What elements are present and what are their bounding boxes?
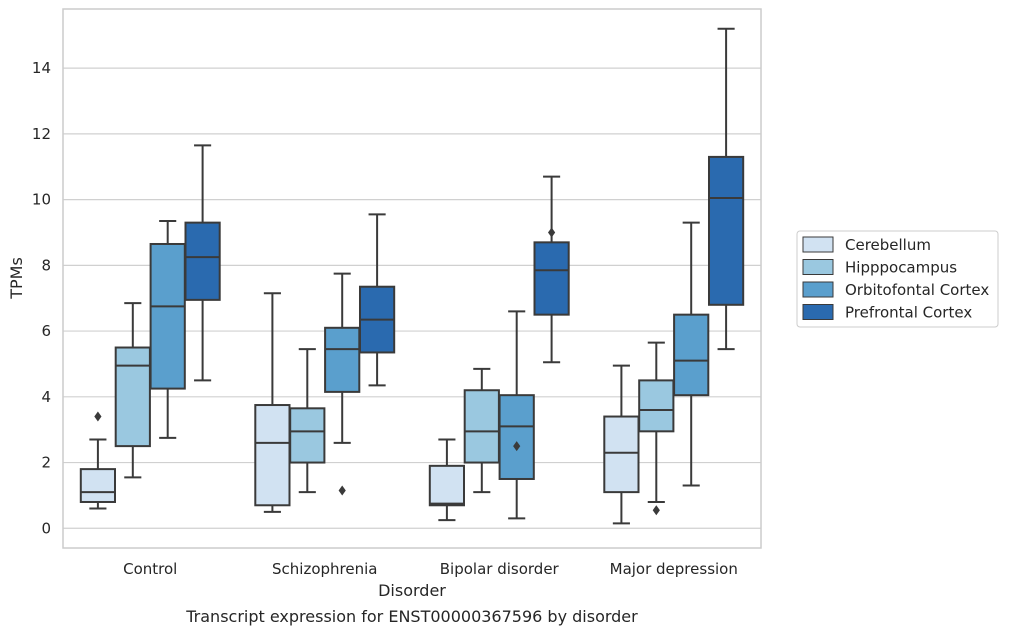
legend-swatch: [802, 259, 834, 275]
box: [498, 394, 535, 480]
box: [638, 379, 675, 433]
legend: Cerebellum Hipppocampus Orbitofontal Corte…: [796, 230, 999, 328]
y-tick-label: 10: [32, 191, 51, 209]
box-plot: [79, 411, 117, 510]
box-plot: [638, 341, 675, 516]
box: [463, 389, 500, 464]
outlier-point: [548, 227, 556, 238]
x-tick-label: Bipolar disorder: [440, 560, 560, 578]
box-plot: [184, 144, 221, 382]
outlier-point: [513, 441, 521, 452]
box-plot: [254, 292, 291, 513]
box: [673, 313, 710, 397]
outlier-point: [94, 411, 102, 422]
legend-swatch: [802, 304, 834, 320]
legend-label: Cerebellum: [845, 236, 931, 254]
legend-swatch: [802, 281, 834, 298]
legend-swatch: [802, 236, 834, 253]
box: [603, 415, 640, 494]
box-plot: [114, 302, 151, 479]
box: [79, 468, 117, 503]
y-tick-label: 8: [41, 256, 51, 274]
box-plot: [603, 364, 640, 525]
box-plot: [289, 348, 326, 494]
y-axis-ticks: 0 2 4 6 8 10 12 14: [32, 59, 51, 537]
box: [533, 241, 570, 316]
series-orbitofontal-cortex: [149, 219, 710, 520]
box: [184, 221, 221, 301]
legend-label: Orbitofontal Cortex: [845, 281, 989, 299]
box-plot: [149, 219, 186, 439]
outlier-point: [338, 485, 346, 496]
y-tick-label: 14: [32, 59, 51, 77]
plot-frame: [62, 8, 762, 549]
y-axis-title: TPMs: [7, 257, 26, 300]
x-axis-ticks: Control Schizophrenia Bipolar disorder Majo…: [123, 560, 738, 578]
x-tick-label: Control: [123, 560, 177, 578]
series-hipppocampus: [114, 302, 675, 516]
chart-caption: Transcript expression for ENST0000036759…: [185, 607, 638, 626]
box-plot-groups: [79, 27, 745, 525]
box-plot: [358, 213, 396, 387]
box-plot: [498, 310, 535, 520]
x-tick-label: Schizophrenia: [272, 560, 377, 578]
legend-frame: [796, 230, 999, 328]
box: [254, 404, 291, 507]
box: [707, 155, 745, 306]
series-prefrontal-cortex: [184, 27, 745, 387]
series-cerebellum: [79, 292, 640, 525]
y-tick-label: 4: [41, 388, 51, 406]
box-plot: [533, 175, 570, 364]
box: [149, 242, 186, 390]
box-plot: [707, 27, 745, 351]
y-tick-label: 2: [41, 454, 51, 472]
x-axis-title: Disorder: [378, 581, 446, 600]
box: [114, 346, 151, 448]
box: [428, 464, 466, 507]
box-plot: [463, 367, 500, 494]
box-plot: [428, 438, 466, 522]
box: [324, 326, 361, 393]
outlier-point: [652, 505, 660, 516]
legend-label: Prefrontal Cortex: [845, 304, 972, 322]
box-plot: [673, 221, 710, 487]
box: [289, 407, 326, 464]
y-tick-label: 12: [32, 125, 51, 143]
y-tick-label: 6: [41, 322, 51, 340]
y-tick-label: 0: [41, 519, 51, 537]
legend-label: Hipppocampus: [845, 259, 957, 277]
x-tick-label: Major depression: [610, 560, 738, 578]
box-plot: [324, 272, 361, 496]
